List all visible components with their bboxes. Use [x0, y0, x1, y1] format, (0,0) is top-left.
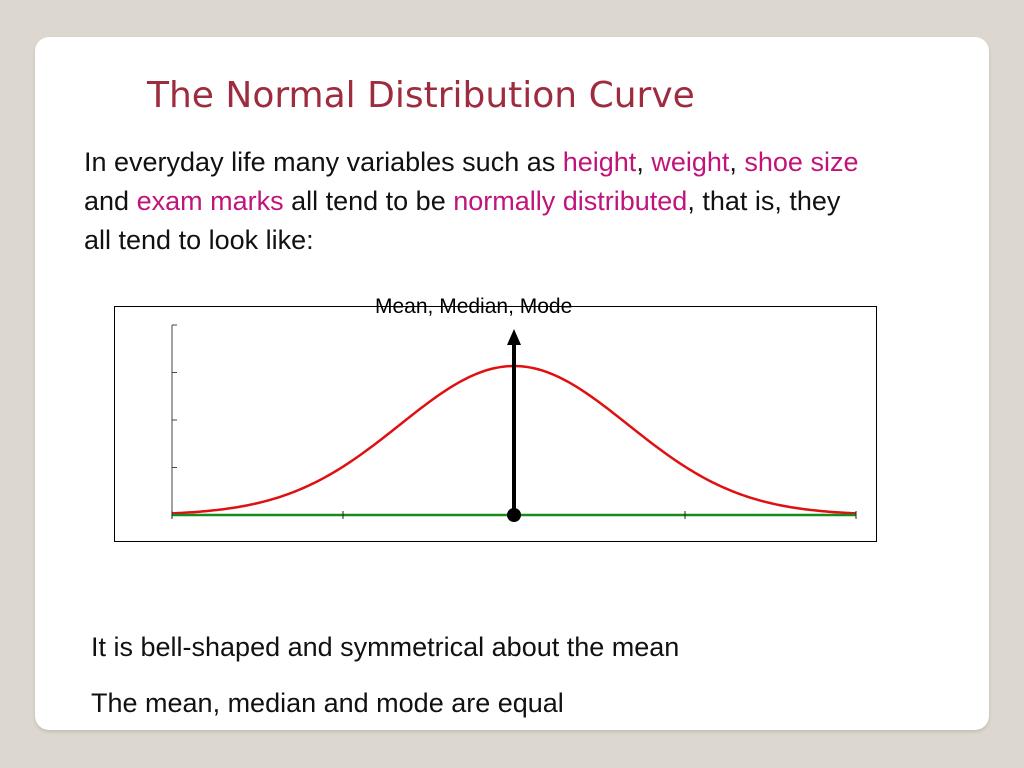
highlighted-term: weight — [651, 147, 730, 177]
bullet-bell-shaped: It is bell-shaped and symmetrical about … — [91, 632, 680, 662]
slide-title: The Normal Distribution Curve — [147, 75, 695, 116]
bullet-mean-median-mode: The mean, median and mode are equal — [91, 688, 564, 718]
highlighted-term: height — [562, 147, 637, 177]
intro-paragraph: In everyday life many variables such as … — [84, 143, 874, 260]
highlighted-term: exam marks — [136, 186, 284, 216]
intro-text: , — [636, 147, 652, 177]
intro-text: , that is, they all tend to look like: — [84, 186, 841, 255]
intro-text: and — [84, 186, 137, 216]
intro-text: all tend to be — [283, 186, 454, 216]
slide: The Normal Distribution Curve In everyda… — [35, 37, 989, 730]
intro-text: In everyday life many variables such as — [84, 147, 563, 177]
highlighted-term: normally distributed — [453, 186, 688, 216]
intro-text: , — [729, 147, 745, 177]
mean-point — [507, 508, 521, 522]
mean-median-mode-label: Mean, Median, Mode — [375, 295, 573, 318]
mean-arrow-head — [507, 329, 521, 345]
chart-frame — [114, 306, 877, 542]
highlighted-term: shoe size — [744, 147, 859, 177]
normal-curve-chart — [171, 324, 857, 522]
